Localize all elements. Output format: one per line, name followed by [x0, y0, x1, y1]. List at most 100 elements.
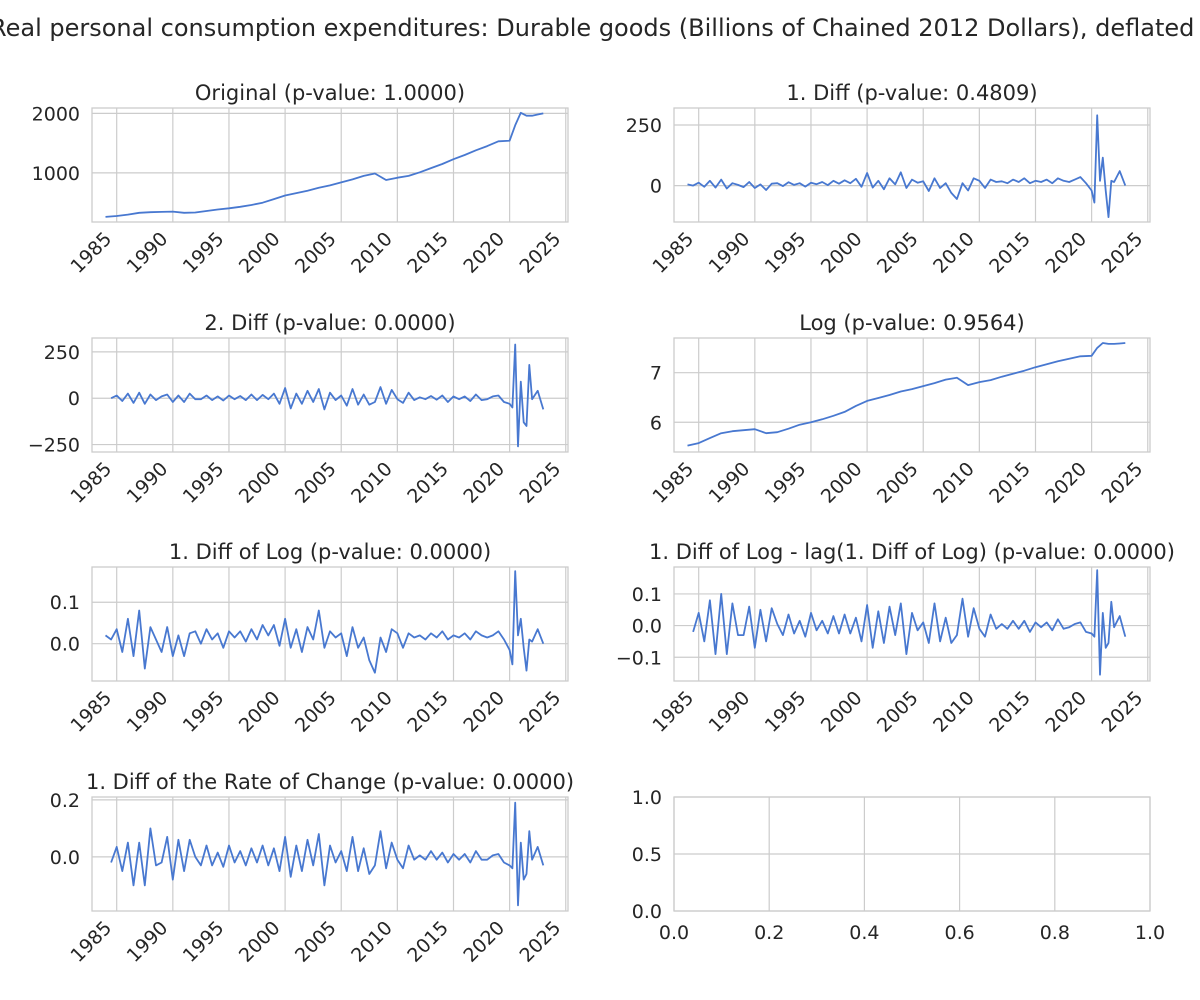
x-tick-label: 2005 [873, 458, 923, 508]
x-tick-label: 2005 [291, 687, 341, 737]
subplot-title: 1. Diff of Log - lag(1. Diff of Log) (p-… [649, 540, 1175, 564]
y-tick-label: 0.5 [632, 844, 662, 866]
x-tick-label: 2000 [817, 458, 867, 508]
x-tick-label: 0.4 [849, 922, 879, 944]
x-tick-label: 1985 [66, 458, 116, 508]
x-tick-label: 2000 [235, 687, 285, 737]
series-line [105, 111, 544, 218]
x-tick-label: 2010 [347, 458, 397, 508]
x-tick-label: 1995 [761, 458, 811, 508]
x-tick-label: 2020 [1041, 228, 1091, 278]
x-tick-label: 1990 [123, 228, 173, 278]
y-tick-label: 0.0 [632, 616, 662, 638]
x-tick-label: 2025 [516, 687, 566, 737]
x-tick-label: 1990 [705, 458, 755, 508]
x-tick-label: 2020 [459, 917, 509, 967]
x-tick-label: 2005 [291, 228, 341, 278]
axes-frame [673, 566, 1151, 682]
y-tick-label: −250 [28, 435, 80, 457]
x-tick-label: 2000 [817, 228, 867, 278]
y-tick-label: 1.0 [632, 787, 662, 809]
axes-frame [91, 796, 569, 912]
x-tick-label: 2000 [817, 687, 867, 737]
x-tick-label: 2025 [516, 917, 566, 967]
x-tick-label: 0.8 [1040, 922, 1070, 944]
y-tick-label: 250 [626, 115, 662, 137]
x-tick-label: 2025 [516, 228, 566, 278]
x-tick-label: 1985 [648, 228, 698, 278]
x-tick-label: 2000 [235, 228, 285, 278]
x-tick-label: 1985 [648, 687, 698, 737]
y-tick-label: 0 [68, 388, 80, 410]
x-tick-label: 2010 [347, 228, 397, 278]
x-tick-label: 2020 [1041, 687, 1091, 737]
x-tick-label: 2020 [459, 458, 509, 508]
x-tick-label: 2025 [516, 458, 566, 508]
subplot-title: Log (p-value: 0.9564) [799, 311, 1025, 335]
subplot-title: 1. Diff of the Rate of Change (p-value: … [86, 770, 574, 794]
x-tick-label: 2005 [873, 228, 923, 278]
subplot-title: 2. Diff (p-value: 0.0000) [204, 311, 455, 335]
x-tick-label: 2010 [929, 228, 979, 278]
y-tick-label: −0.1 [616, 647, 662, 669]
x-tick-label: 1990 [123, 917, 173, 967]
x-tick-label: 0.2 [754, 922, 784, 944]
x-tick-label: 2005 [291, 458, 341, 508]
subplot-title: 1. Diff of Log (p-value: 0.0000) [169, 540, 491, 564]
x-tick-label: 2010 [347, 687, 397, 737]
x-tick-label: 1990 [123, 687, 173, 737]
x-tick-label: 2000 [235, 458, 285, 508]
subplot-title: 1. Diff (p-value: 0.4809) [786, 81, 1037, 105]
y-tick-label: 7 [650, 363, 662, 385]
x-tick-label: 2005 [873, 687, 923, 737]
x-tick-label: 2000 [235, 917, 285, 967]
y-tick-label: 0.1 [632, 584, 662, 606]
x-tick-label: 2015 [403, 228, 453, 278]
x-tick-label: 1995 [179, 917, 229, 967]
axes-frame [91, 566, 569, 682]
x-tick-label: 2010 [347, 917, 397, 967]
series-line [687, 342, 1126, 447]
x-tick-label: 0.0 [659, 922, 689, 944]
y-tick-label: 1000 [32, 163, 80, 185]
y-tick-label: 250 [44, 342, 80, 364]
x-tick-label: 1995 [761, 687, 811, 737]
x-tick-label: 1990 [123, 458, 173, 508]
x-tick-label: 1985 [66, 917, 116, 967]
x-tick-label: 1985 [66, 228, 116, 278]
x-tick-label: 2015 [403, 458, 453, 508]
subplot-title: Original (p-value: 1.0000) [195, 81, 465, 105]
axes-frame [91, 107, 569, 223]
axes-frame [91, 337, 569, 453]
y-tick-label: 0.1 [50, 592, 80, 614]
x-tick-label: 2020 [459, 228, 509, 278]
x-tick-label: 1990 [705, 228, 755, 278]
x-tick-label: 2015 [985, 687, 1035, 737]
axes-frame [673, 107, 1151, 223]
x-tick-label: 2015 [403, 917, 453, 967]
figure-title: Real personal consumption expenditures: … [0, 14, 1195, 42]
series-line [692, 569, 1127, 676]
x-tick-label: 2025 [1098, 687, 1148, 737]
axes-frame [673, 337, 1151, 453]
x-tick-label: 2025 [1098, 228, 1148, 278]
x-tick-label: 2010 [929, 458, 979, 508]
y-tick-label: 0.0 [632, 901, 662, 923]
x-tick-label: 1985 [648, 458, 698, 508]
x-tick-label: 1995 [179, 228, 229, 278]
y-tick-label: 2000 [32, 103, 80, 125]
x-tick-label: 1.0 [1135, 922, 1165, 944]
series-line [110, 801, 545, 907]
x-tick-label: 2015 [403, 687, 453, 737]
y-tick-label: 0.2 [50, 790, 80, 812]
x-tick-label: 2005 [291, 917, 341, 967]
x-tick-label: 1995 [179, 687, 229, 737]
y-tick-label: 0 [650, 176, 662, 198]
x-tick-label: 1995 [179, 458, 229, 508]
y-tick-label: 0.0 [50, 847, 80, 869]
x-tick-label: 1985 [66, 687, 116, 737]
x-tick-label: 2015 [985, 228, 1035, 278]
axes-frame [673, 796, 1151, 912]
x-tick-label: 2010 [929, 687, 979, 737]
